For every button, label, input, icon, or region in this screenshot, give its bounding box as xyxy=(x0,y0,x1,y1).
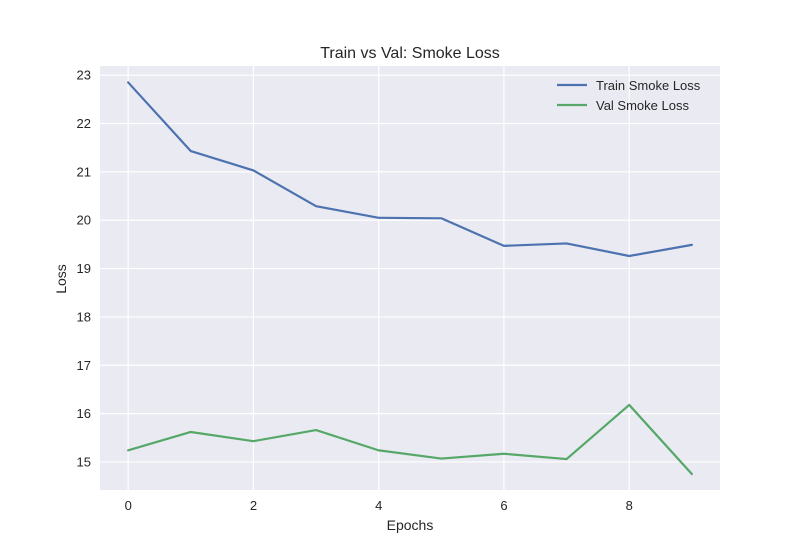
y-tick-label: 18 xyxy=(77,309,91,324)
x-axis-label: Epochs xyxy=(387,517,434,533)
x-tick-labels: 0 2 4 6 8 xyxy=(125,498,633,513)
y-tick-labels: 15 16 17 18 19 20 21 22 23 xyxy=(77,68,91,470)
legend-label-train: Train Smoke Loss xyxy=(596,78,701,93)
grid-lines xyxy=(100,66,720,490)
y-tick-label: 19 xyxy=(77,261,91,276)
plot-background xyxy=(100,66,720,490)
train-loss-line xyxy=(127,81,693,258)
series-lines xyxy=(127,81,693,476)
y-axis-label: Loss xyxy=(53,264,69,294)
x-tick-label: 8 xyxy=(626,498,633,513)
x-tick-label: 6 xyxy=(500,498,507,513)
legend: Train Smoke Loss Val Smoke Loss xyxy=(557,78,701,113)
y-tick-label: 21 xyxy=(77,164,91,179)
y-tick-label: 16 xyxy=(77,406,91,421)
val-loss-line xyxy=(127,403,693,476)
x-tick-label: 4 xyxy=(375,498,382,513)
y-tick-label: 23 xyxy=(77,68,91,83)
y-tick-label: 22 xyxy=(77,116,91,131)
y-tick-label: 20 xyxy=(77,213,91,228)
y-tick-label: 17 xyxy=(77,358,91,373)
y-tick-label: 15 xyxy=(77,454,91,469)
x-tick-label: 2 xyxy=(250,498,257,513)
x-tick-label: 0 xyxy=(125,498,132,513)
chart-title: Train vs Val: Smoke Loss xyxy=(320,45,500,62)
legend-label-val: Val Smoke Loss xyxy=(596,98,689,113)
